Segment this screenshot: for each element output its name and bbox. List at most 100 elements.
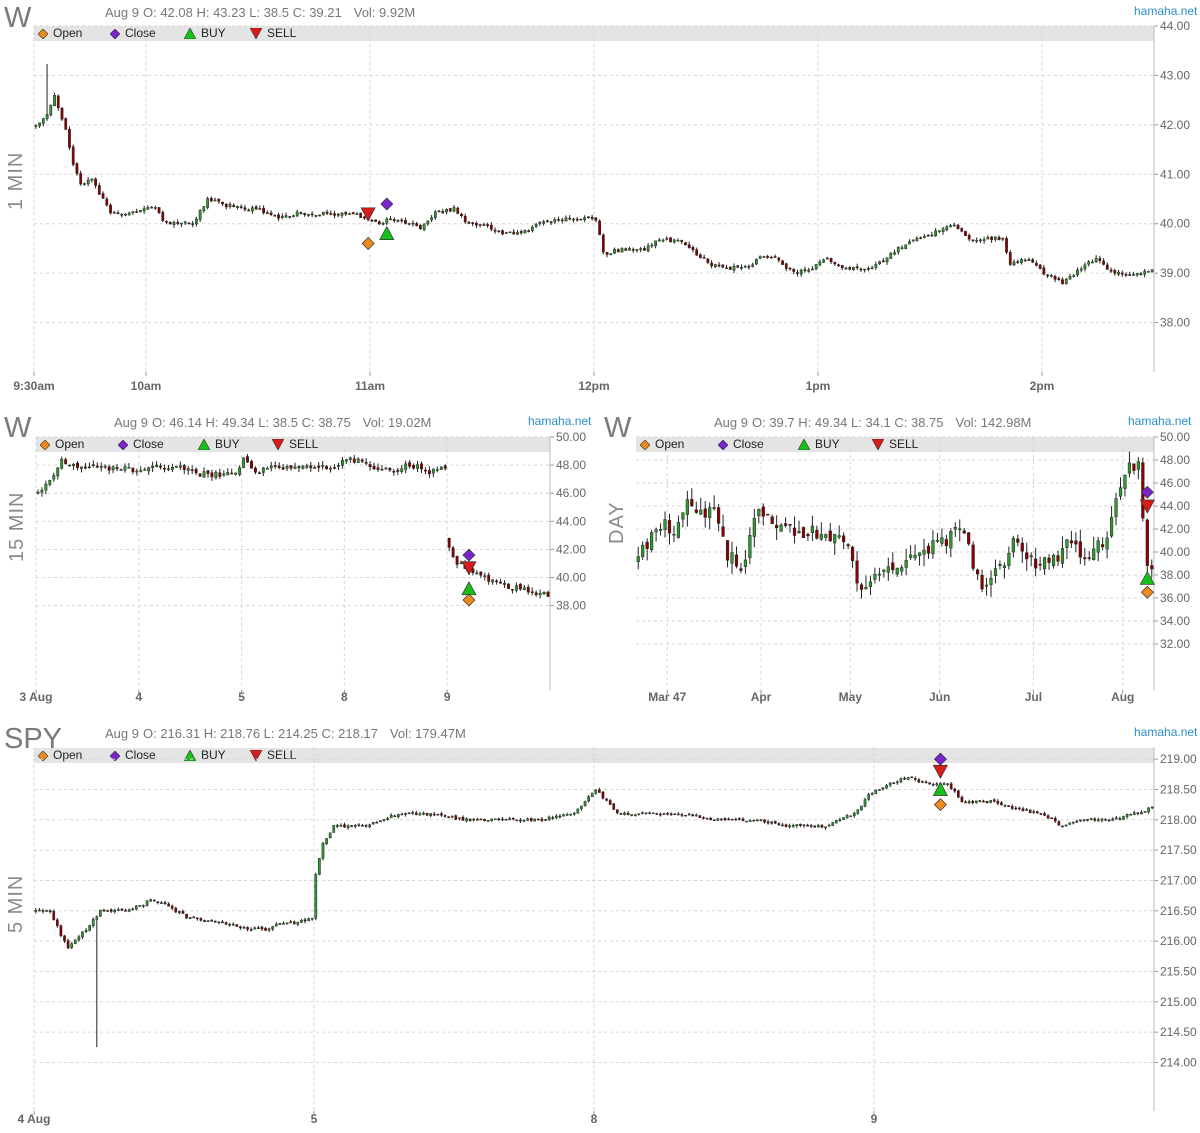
legend-buy-label: BUY bbox=[201, 26, 226, 40]
candle-body bbox=[967, 532, 971, 545]
candle-body bbox=[770, 516, 774, 524]
candle-body bbox=[940, 537, 944, 544]
candle-body bbox=[420, 463, 423, 470]
candle-body bbox=[436, 813, 440, 816]
candle-body bbox=[964, 230, 967, 236]
candle-body bbox=[662, 813, 666, 815]
candle-body bbox=[72, 463, 75, 466]
site-link[interactable]: hamaha.net bbox=[1134, 4, 1198, 18]
candle-body bbox=[139, 470, 143, 472]
candle-body bbox=[424, 469, 427, 472]
candle-body bbox=[168, 221, 172, 225]
candle-body bbox=[178, 465, 182, 468]
candle-body bbox=[928, 782, 931, 785]
site-link[interactable]: hamaha.net bbox=[1134, 725, 1198, 739]
candle-body bbox=[1032, 811, 1036, 813]
x-tick-label: 3 Aug bbox=[20, 690, 53, 704]
candle-body bbox=[375, 821, 379, 824]
candle-body bbox=[73, 939, 77, 945]
candle-body bbox=[1128, 274, 1132, 276]
candle-body bbox=[784, 824, 788, 827]
candle-body bbox=[1014, 807, 1018, 810]
legend-sell-label: SELL bbox=[267, 748, 297, 762]
candle-body bbox=[90, 178, 94, 181]
candle-body bbox=[269, 212, 273, 215]
candle-body bbox=[1018, 807, 1021, 810]
candle-body bbox=[81, 931, 84, 938]
candle-body bbox=[273, 215, 277, 217]
candle-body bbox=[769, 256, 773, 259]
candle-body bbox=[422, 223, 426, 230]
candle-body bbox=[713, 264, 717, 268]
candle-body bbox=[605, 252, 609, 255]
candle-body bbox=[99, 466, 103, 468]
candle-body bbox=[1150, 269, 1154, 272]
candle-body bbox=[364, 461, 368, 464]
candle-body bbox=[254, 206, 258, 210]
candle-body bbox=[1083, 264, 1087, 270]
candle-body bbox=[721, 526, 725, 537]
y-tick-label: 48.00 bbox=[556, 458, 586, 472]
candle-body bbox=[353, 825, 357, 827]
candle-body bbox=[810, 525, 814, 533]
candle-body bbox=[246, 927, 249, 930]
candle-body bbox=[702, 817, 705, 819]
candle-body bbox=[448, 208, 452, 212]
candle-body bbox=[418, 813, 422, 816]
y-tick-label: 40.00 bbox=[1160, 217, 1190, 231]
candle-body bbox=[63, 935, 66, 942]
candle-body bbox=[616, 249, 620, 253]
candle-body bbox=[1114, 498, 1118, 518]
candle-body bbox=[508, 818, 511, 821]
candle-body bbox=[930, 234, 934, 237]
candle-body bbox=[172, 222, 176, 226]
candle-body bbox=[1113, 270, 1117, 274]
candle-body bbox=[224, 203, 228, 208]
candle-body bbox=[1079, 268, 1083, 271]
candle-body bbox=[1031, 259, 1035, 263]
candle-body bbox=[612, 803, 616, 810]
candle-body bbox=[982, 239, 986, 242]
candle-body bbox=[321, 211, 325, 216]
candle-body bbox=[486, 224, 489, 227]
candle-body bbox=[732, 266, 736, 271]
candle-body bbox=[364, 825, 368, 827]
site-link[interactable]: hamaha.net bbox=[528, 414, 592, 428]
candle-body bbox=[565, 814, 569, 816]
candle-body bbox=[976, 569, 980, 575]
candle-body bbox=[404, 813, 407, 815]
candle-body bbox=[1047, 557, 1051, 563]
candle-body bbox=[357, 824, 361, 826]
candle-body bbox=[590, 216, 594, 219]
candle-body bbox=[1104, 819, 1107, 821]
candle-body bbox=[400, 468, 404, 472]
candle-body bbox=[721, 264, 725, 268]
candle-body bbox=[437, 210, 441, 213]
candle-body bbox=[1020, 542, 1024, 552]
candle-body bbox=[824, 826, 827, 829]
candle-body bbox=[1091, 261, 1094, 264]
candle-body bbox=[695, 249, 699, 256]
candle-body bbox=[489, 224, 493, 230]
candle-body bbox=[191, 223, 195, 225]
site-link[interactable]: hamaha.net bbox=[1128, 414, 1192, 428]
open-marker bbox=[361, 236, 375, 250]
candle-body bbox=[779, 524, 783, 532]
y-tick-label: 32.00 bbox=[1160, 637, 1190, 651]
candle-body bbox=[620, 248, 624, 253]
candle-body bbox=[859, 584, 864, 590]
close-marker bbox=[462, 548, 476, 562]
buy-marker bbox=[932, 781, 948, 796]
candle-body bbox=[495, 580, 499, 583]
candle-body bbox=[195, 218, 198, 225]
candle-body bbox=[292, 215, 295, 217]
candle-body bbox=[717, 264, 721, 267]
candle-body bbox=[360, 459, 364, 462]
candle-body bbox=[152, 899, 156, 902]
candle-body bbox=[549, 221, 553, 224]
candle-body bbox=[676, 240, 680, 242]
candle-body bbox=[685, 499, 689, 515]
candle-body bbox=[762, 256, 766, 258]
candle-body bbox=[996, 801, 1000, 804]
candle-body bbox=[931, 540, 935, 555]
